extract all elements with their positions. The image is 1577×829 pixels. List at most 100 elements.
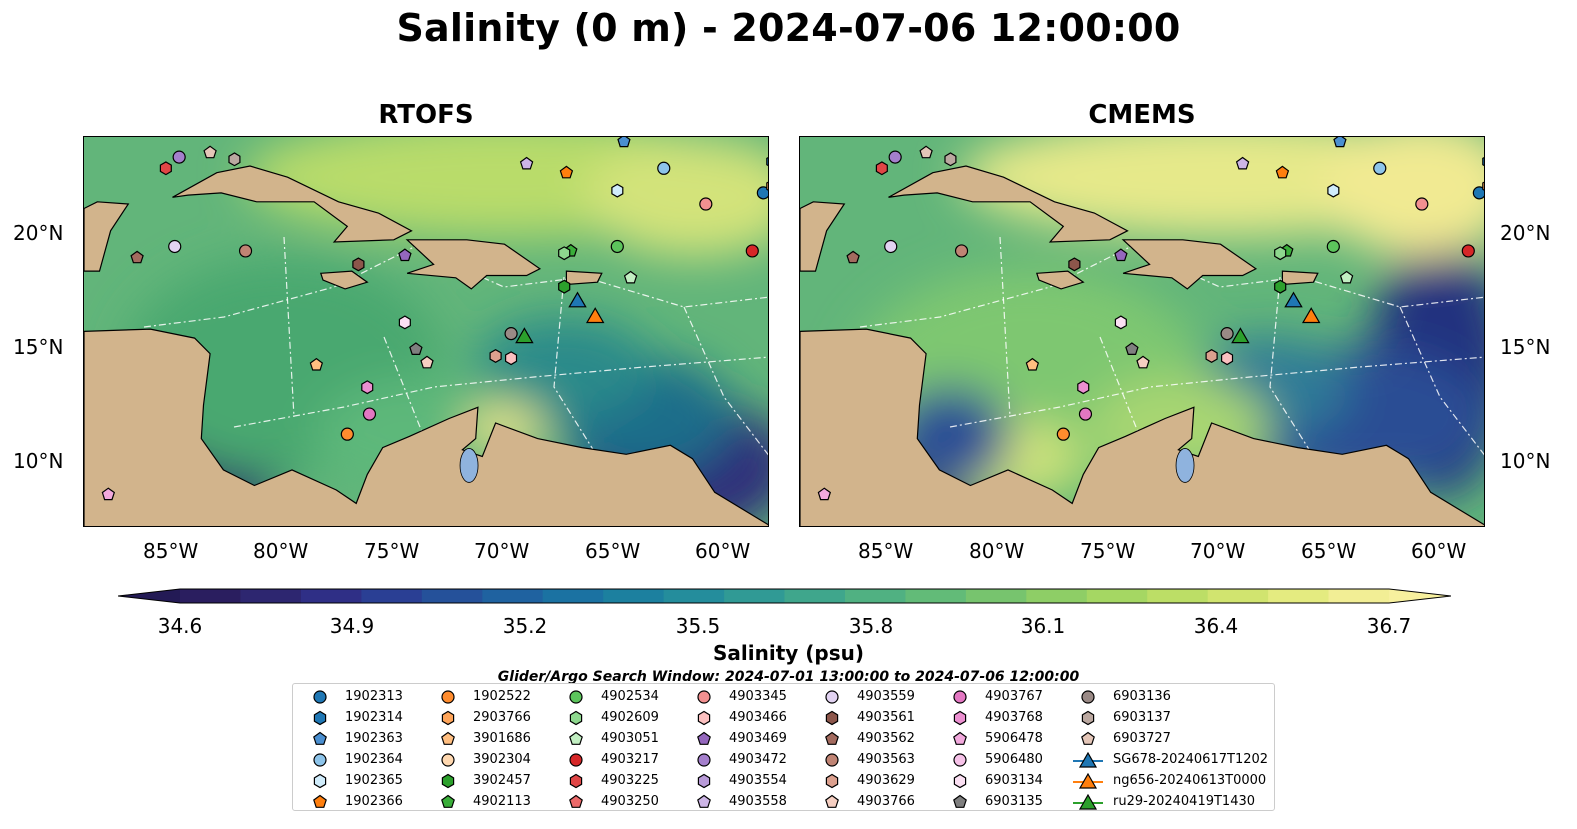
glider-marker-SG678-20240617T1202: [1284, 291, 1303, 308]
argo-float-4903629: [489, 349, 502, 363]
lon-tick-label: 70°W: [474, 539, 530, 563]
argo-float-4903466: [505, 351, 518, 366]
colorbar-segment: [1147, 589, 1209, 603]
legend-marker-circle-icon: [569, 753, 583, 767]
argo-float-4903766: [420, 355, 434, 369]
glider-marker-ru29-20240419T1430: [515, 327, 534, 344]
legend-label: 4903561: [857, 710, 915, 725]
figure-title: Salinity (0 m) - 2024-07-06 12:00:00: [396, 6, 1181, 50]
argo-float-4903472: [888, 150, 902, 164]
argo-float-4903629: [1205, 349, 1218, 363]
argo-float-4903051: [1339, 270, 1354, 284]
legend-marker-hexagon-icon: [1081, 710, 1095, 726]
lat-tick-label: 15°N: [1500, 335, 1551, 359]
legend-label: 4903250: [601, 794, 659, 809]
colorbar-segment: [361, 589, 423, 603]
colorbar-tick-label: 35.5: [675, 614, 721, 638]
glider-marker-ru29-20240419T1430: [1231, 327, 1250, 344]
legend-marker-pentagon-icon: [825, 731, 839, 745]
legend-label: 4903768: [985, 710, 1043, 725]
colorbar-segment: [240, 589, 302, 603]
legend-marker-circle-icon: [953, 753, 967, 767]
colorbar-segment: [1328, 589, 1390, 603]
legend-marker-pentagon-icon: [441, 794, 455, 808]
argo-float-1902313: [1472, 186, 1484, 200]
boundary-line: [1099, 336, 1141, 438]
argo-float-4903766: [1136, 355, 1150, 369]
argo-float-1902366: [559, 165, 574, 179]
rtofs-salinity-map[interactable]: [83, 136, 769, 527]
legend-label: 6903134: [985, 773, 1043, 788]
colorbar-segment: [1026, 589, 1088, 603]
colorbar-segment: [845, 589, 907, 603]
legend-label: 3902304: [473, 752, 531, 767]
argo-float-1902364: [657, 161, 671, 175]
lake-maracaibo: [1175, 448, 1195, 483]
land-mass: [800, 328, 1484, 526]
lake-maracaibo: [459, 448, 479, 483]
legend-label: 1902364: [345, 752, 403, 767]
legend-label: 4903217: [601, 752, 659, 767]
argo-float-6903137: [944, 152, 957, 167]
argo-float-6903135: [1125, 342, 1139, 355]
colorbar-segment: [663, 589, 725, 603]
legend-label: 4903767: [985, 689, 1043, 704]
argo-float-1902522: [1056, 427, 1070, 441]
legend-marker-circle-icon: [441, 753, 455, 767]
argo-float-2903766: [766, 181, 768, 191]
lon-tick-label: 65°W: [1301, 539, 1357, 563]
legend-label: 4903225: [601, 773, 659, 788]
argo-float-3902457: [558, 279, 571, 294]
land-mass: [84, 328, 768, 526]
land-mass: [1281, 270, 1319, 286]
legend-marker-triangle-icon: [1073, 773, 1103, 789]
land-mass: [800, 201, 846, 272]
argo-float-1902365: [611, 183, 624, 198]
legend-marker-hexagon-icon: [953, 710, 967, 726]
legend-marker-hexagon-icon: [313, 710, 327, 726]
legend-marker-circle-icon: [569, 690, 583, 704]
search-window-text: Glider/Argo Search Window: 2024-07-01 13…: [497, 669, 1080, 685]
boundary-line: [233, 356, 768, 428]
colorbar-segment: [1207, 589, 1269, 603]
argo-float-4903217: [745, 244, 759, 258]
argo-float-3901686: [1025, 357, 1040, 371]
boundary-line: [283, 236, 295, 418]
argo-float-6903727: [919, 145, 933, 159]
legend-marker-circle-icon: [313, 753, 327, 767]
lon-tick-label: 80°W: [969, 539, 1025, 563]
colorbar-tick-label: 36.7: [1366, 614, 1412, 638]
cmems-salinity-map[interactable]: [799, 136, 1485, 527]
legend-marker-pentagon-icon: [441, 731, 455, 745]
argo-float-4903558: [1235, 156, 1250, 170]
legend-marker-pentagon-icon: [825, 794, 839, 808]
legend-label: 6903137: [1113, 710, 1171, 725]
colorbar-segment: [542, 589, 604, 603]
legend-label: 6903727: [1113, 731, 1171, 746]
argo-float-1902314: [1482, 157, 1484, 167]
argo-float-6903136: [1220, 327, 1234, 341]
panel-title-rtofs: RTOFS: [378, 100, 474, 130]
lat-tick-label: 10°N: [1500, 449, 1551, 473]
argo-float-4903345: [1415, 197, 1429, 211]
colorbar-segment: [1268, 589, 1330, 603]
legend-label: 4903766: [857, 794, 915, 809]
colorbar-segment: [482, 589, 544, 603]
lat-tick-label: 20°N: [13, 221, 64, 245]
land-mass: [1035, 270, 1085, 290]
legend-marker-hexagon-icon: [441, 710, 455, 726]
panel-title-cmems: CMEMS: [1088, 100, 1196, 130]
boundary-line: [999, 236, 1011, 418]
argo-float-6903134: [398, 315, 411, 330]
argo-float-4903767: [1078, 407, 1093, 421]
legend-marker-circle-icon: [825, 753, 839, 767]
argo-float-1902366: [1275, 165, 1290, 179]
boundary-line: [553, 276, 605, 468]
argo-float-4903559: [168, 239, 182, 254]
land-mass: [565, 270, 603, 286]
lon-tick-label: 85°W: [143, 539, 199, 563]
argo-float-4902534: [610, 239, 624, 254]
colorbar-title: Salinity (psu): [712, 641, 864, 665]
land-mass: [172, 165, 413, 243]
land-mass: [84, 201, 130, 272]
